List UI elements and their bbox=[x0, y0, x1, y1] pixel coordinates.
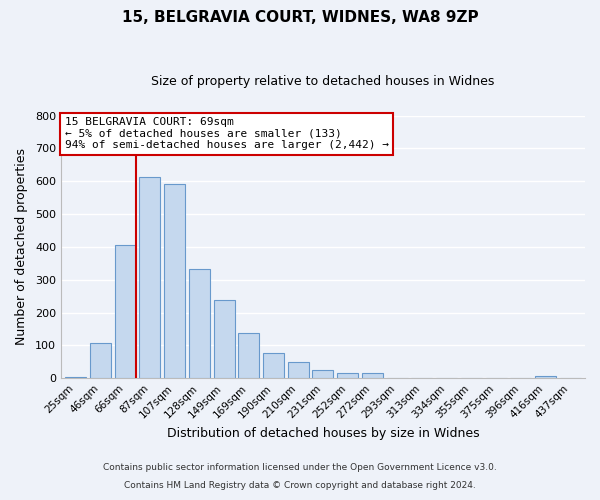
X-axis label: Distribution of detached houses by size in Widnes: Distribution of detached houses by size … bbox=[167, 427, 479, 440]
Text: 15 BELGRAVIA COURT: 69sqm
← 5% of detached houses are smaller (133)
94% of semi-: 15 BELGRAVIA COURT: 69sqm ← 5% of detach… bbox=[65, 117, 389, 150]
Bar bbox=[362, 374, 383, 378]
Bar bbox=[164, 184, 185, 378]
Bar bbox=[238, 334, 259, 378]
Bar bbox=[90, 343, 111, 378]
Bar bbox=[214, 300, 235, 378]
Bar bbox=[337, 374, 358, 378]
Bar bbox=[263, 354, 284, 378]
Bar bbox=[65, 376, 86, 378]
Text: Contains HM Land Registry data © Crown copyright and database right 2024.: Contains HM Land Registry data © Crown c… bbox=[124, 481, 476, 490]
Bar bbox=[288, 362, 309, 378]
Bar bbox=[115, 246, 136, 378]
Bar bbox=[535, 376, 556, 378]
Bar bbox=[139, 176, 160, 378]
Text: Contains public sector information licensed under the Open Government Licence v3: Contains public sector information licen… bbox=[103, 464, 497, 472]
Text: 15, BELGRAVIA COURT, WIDNES, WA8 9ZP: 15, BELGRAVIA COURT, WIDNES, WA8 9ZP bbox=[122, 10, 478, 25]
Y-axis label: Number of detached properties: Number of detached properties bbox=[15, 148, 28, 346]
Bar bbox=[189, 269, 210, 378]
Title: Size of property relative to detached houses in Widnes: Size of property relative to detached ho… bbox=[151, 75, 494, 88]
Bar bbox=[313, 370, 334, 378]
